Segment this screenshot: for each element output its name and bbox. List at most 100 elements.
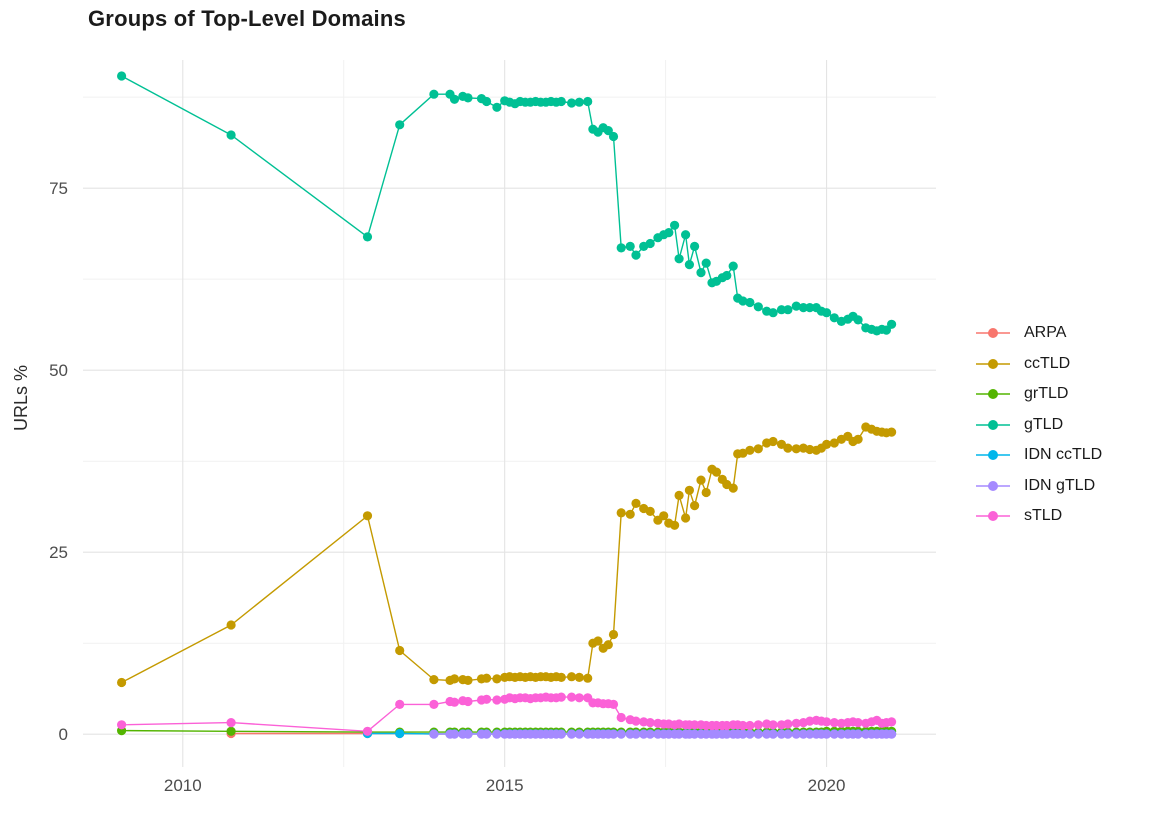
y-tick-label: 25 — [49, 543, 68, 562]
series-point-cctld — [690, 501, 700, 511]
series-point-cctld — [616, 508, 626, 518]
series-point-idn-gtld — [556, 729, 566, 739]
x-tick-label: 2010 — [164, 776, 202, 795]
legend-item-grtld: grTLD — [976, 379, 1102, 410]
series-point-gtld — [701, 258, 711, 268]
series-point-gtld — [768, 308, 778, 318]
series-point-stld — [482, 694, 492, 704]
series-point-idn-gtld — [822, 729, 832, 739]
series-point-gtld — [362, 232, 373, 242]
series-point-idn-gtld — [836, 729, 847, 739]
series-point-stld — [556, 692, 566, 702]
series-point-gtld — [556, 96, 566, 107]
legend-label: ccTLD — [1024, 354, 1071, 372]
series-point-stld — [226, 718, 236, 728]
series-point-cctld — [659, 511, 669, 521]
legend-label: IDN gTLD — [1024, 476, 1096, 494]
x-tick-label: 2020 — [808, 776, 846, 795]
series-point-idn-gtld — [449, 729, 460, 739]
series-point-cctld — [362, 511, 373, 521]
legend-item-idn-cctld: IDN ccTLD — [976, 440, 1102, 471]
series-point-idn-gtld — [791, 729, 801, 739]
series-point-gtld — [798, 303, 809, 313]
series-point-stld — [567, 692, 577, 702]
series-point-cctld — [463, 675, 473, 686]
series-point-stld — [574, 693, 584, 703]
series-point-cctld — [117, 677, 127, 688]
legend-item-cctld: ccTLD — [976, 349, 1102, 380]
series-point-gtld — [681, 230, 691, 240]
series-point-idn-gtld — [738, 729, 748, 739]
series-point-cctld — [608, 629, 619, 640]
legend-item-stld: sTLD — [976, 501, 1102, 532]
series-point-cctld — [783, 443, 793, 453]
y-tick-label: 0 — [59, 725, 68, 744]
series-point-cctld — [482, 673, 492, 683]
series-point-gtld — [429, 89, 439, 99]
legend-item-gtld: gTLD — [976, 410, 1102, 441]
series-point-gtld — [670, 220, 680, 230]
series-point-gtld — [664, 228, 674, 238]
series-point-idn-gtld — [768, 729, 778, 739]
series-point-cctld — [681, 513, 691, 523]
series-point-idn-gtld — [805, 729, 815, 739]
series-point-stld — [645, 718, 655, 728]
legend-key-icon — [976, 389, 1010, 400]
legend-key-icon — [976, 358, 1010, 369]
series-point-gtld — [722, 270, 732, 281]
series-point-cctld — [670, 520, 680, 530]
series-point-stld — [753, 720, 763, 730]
series-point-cctld — [728, 483, 738, 493]
legend-key-icon — [976, 480, 1010, 491]
series-point-idn-gtld — [616, 729, 626, 739]
series-point-gtld — [574, 97, 584, 107]
series-point-idn-gtld — [753, 729, 763, 739]
series-point-idn-gtld — [722, 729, 732, 739]
series-point-gtld — [395, 120, 405, 130]
series-point-gtld — [674, 254, 684, 264]
legend-label: sTLD — [1024, 507, 1063, 525]
series-point-stld — [492, 695, 502, 705]
series-point-idn-gtld — [482, 729, 492, 739]
legend-label: ARPA — [1024, 324, 1067, 342]
series-point-idn-gtld — [798, 729, 809, 739]
series-point-stld — [822, 717, 832, 727]
series-point-gtld — [583, 96, 593, 107]
series-point-gtld — [449, 94, 460, 104]
y-tick-label: 50 — [49, 361, 68, 380]
series-point-cctld — [631, 498, 641, 508]
series-point-cctld — [492, 674, 502, 684]
series-point-stld — [449, 697, 460, 707]
series-line-cctld — [121, 426, 892, 684]
series-point-cctld — [738, 448, 748, 458]
series-point-stld — [745, 720, 755, 731]
series-point-stld — [853, 718, 863, 728]
series-point-idn-gtld — [463, 729, 473, 739]
series-point-gtld — [776, 305, 787, 315]
series-point-gtld — [829, 313, 839, 323]
legend: ARPA ccTLD grTLD gTLD IDN ccTLD IDN gTLD sTLD — [976, 318, 1102, 532]
series-point-stld — [395, 699, 405, 710]
series-point-gtld — [482, 96, 492, 107]
series-point-idn-cctld — [395, 728, 405, 739]
series-point-gtld — [492, 102, 502, 112]
series-point-cctld — [753, 444, 763, 454]
series-point-cctld — [567, 672, 577, 682]
series-point-cctld — [574, 672, 584, 683]
series-point-gtld — [745, 297, 755, 308]
series-point-cctld — [853, 434, 863, 444]
series-point-idn-gtld — [776, 729, 787, 739]
series-point-cctld — [603, 640, 613, 650]
y-axis-title: URLs % — [11, 365, 31, 432]
series-point-idn-gtld — [690, 729, 700, 739]
series-point-stld — [783, 719, 793, 729]
series-point-gtld — [853, 315, 863, 325]
series-point-cctld — [768, 436, 778, 447]
series-point-gtld — [603, 126, 613, 136]
series-point-cctld — [791, 444, 801, 454]
series-point-gtld — [753, 302, 763, 312]
series-point-idn-gtld — [853, 729, 863, 739]
series-point-cctld — [556, 672, 566, 683]
series-point-idn-gtld — [492, 729, 502, 739]
